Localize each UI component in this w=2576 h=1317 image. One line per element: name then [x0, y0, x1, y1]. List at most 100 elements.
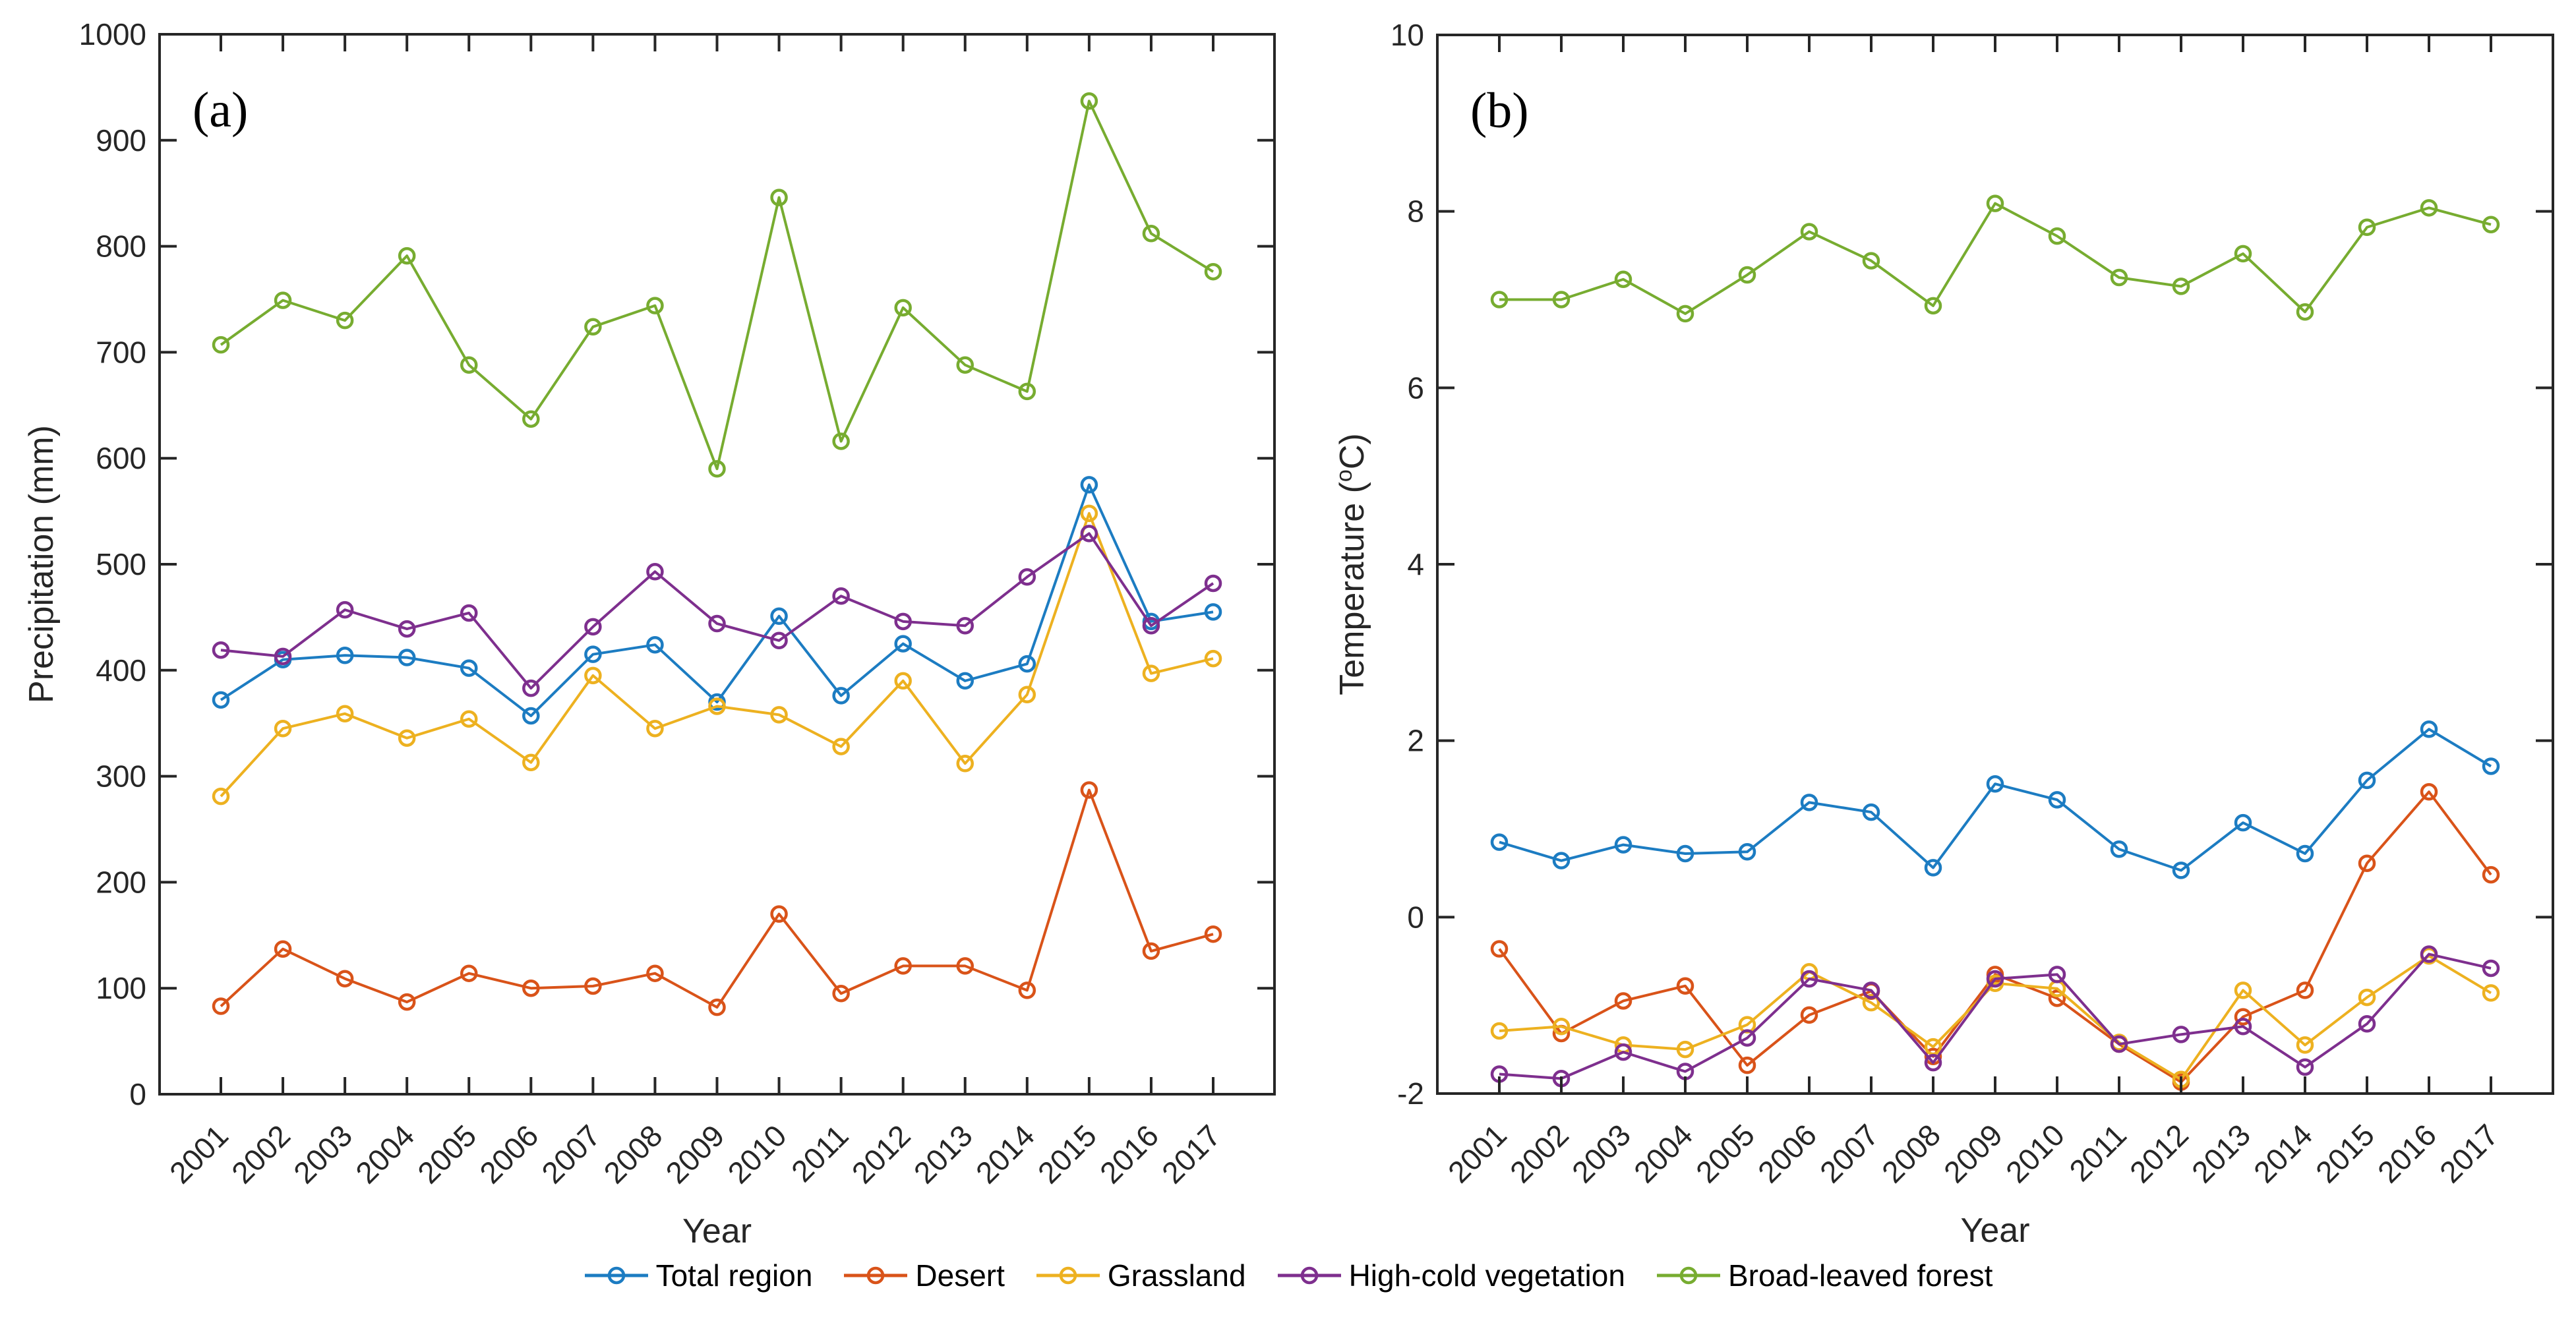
series-high-cold-vegetation-marker — [2482, 959, 2500, 978]
series-desert-line — [220, 788, 1214, 1009]
legend-item-total-region: Total region — [584, 1258, 813, 1293]
x-tick-label: 2005 — [1689, 1117, 1761, 1189]
y-tick-label: 700 — [96, 335, 146, 369]
x-tick-label: 2007 — [1813, 1117, 1885, 1189]
x-tick-label: 2009 — [659, 1118, 731, 1190]
legend-marker — [1059, 1266, 1077, 1285]
series-broad-leaved-forest-marker — [1862, 252, 1880, 270]
series-broad-leaved-forest-marker — [956, 356, 974, 374]
series-desert — [1490, 783, 2500, 1091]
x-tick-label: 2016 — [1093, 1118, 1165, 1190]
y-tick-label: 300 — [96, 759, 146, 794]
series-grassland-marker — [1676, 1040, 1694, 1059]
series-broad-leaved-forest-marker — [1490, 291, 1509, 308]
series-total-region-marker — [770, 607, 788, 626]
legend-label: Broad-leaved forest — [1727, 1258, 1993, 1293]
series-desert-marker — [708, 998, 726, 1016]
y-tick-label: -2 — [1397, 1076, 1424, 1111]
series-broad-leaved-forest-marker — [274, 291, 292, 309]
x-tick-label: 2008 — [1875, 1117, 1947, 1189]
x-tick-label: 2013 — [907, 1118, 979, 1190]
series-high-cold-vegetation-marker — [832, 587, 850, 605]
x-tick-label: 2017 — [2433, 1117, 2505, 1189]
y-tick-label: 800 — [96, 229, 146, 264]
series-grassland-marker — [1204, 649, 1222, 668]
y-tick-label: 100 — [96, 971, 146, 1005]
series-total-region-marker — [2420, 720, 2438, 738]
legend-sample-desert — [844, 1266, 908, 1285]
series-high-cold-vegetation-marker — [1080, 525, 1098, 542]
series-desert-marker — [770, 905, 788, 923]
legend-marker — [1300, 1266, 1318, 1285]
series-high-cold-vegetation-marker — [2420, 945, 2438, 963]
y-tick-label: 10 — [1391, 18, 1424, 52]
series-grassland-marker — [460, 710, 478, 728]
series-desert-marker — [1614, 992, 1632, 1010]
series-grassland-marker — [1142, 664, 1160, 682]
panel-label: (a) — [193, 82, 248, 138]
series-desert-marker — [522, 979, 540, 997]
series-high-cold-vegetation-marker — [460, 604, 478, 622]
series-broad-leaved-forest-line — [1499, 202, 2492, 315]
y-tick-label: 200 — [96, 865, 146, 899]
series-total-region-line — [220, 483, 1214, 717]
series-high-cold-vegetation-marker — [894, 612, 912, 631]
series-grassland-marker — [274, 719, 292, 738]
series-grassland-line — [1499, 954, 2492, 1081]
y-tick-label: 4 — [1407, 547, 1424, 581]
legend-sample-grassland — [1036, 1266, 1100, 1285]
series-total-region-line — [1499, 728, 2492, 872]
x-tick-label: 2015 — [1031, 1118, 1103, 1190]
series-broad-leaved-forest-marker — [1552, 291, 1571, 308]
series-desert-marker — [2482, 865, 2500, 884]
chart-panel--b-: 2001200220032004200520062007200820092010… — [1332, 18, 2554, 1250]
x-tick-label: 2006 — [473, 1118, 545, 1190]
x-tick-label: 2003 — [287, 1118, 359, 1190]
series-grassland-marker — [1080, 504, 1098, 523]
series-total-region-marker — [1738, 843, 1756, 861]
series-grassland-marker — [1552, 1018, 1571, 1036]
series-broad-leaved-forest-marker — [1018, 382, 1036, 401]
series-broad-leaved-forest-marker — [1986, 194, 2004, 212]
series-grassland-marker — [708, 697, 726, 715]
series-broad-leaved-forest-marker — [1142, 225, 1160, 243]
series-high-cold-vegetation-marker — [2048, 966, 2066, 983]
series-high-cold-vegetation-marker — [1142, 617, 1160, 635]
series-high-cold-vegetation-marker — [1986, 970, 2004, 988]
x-tick-label: 2007 — [535, 1118, 607, 1190]
series-high-cold-vegetation-marker — [336, 600, 354, 619]
series-high-cold-vegetation-line — [1499, 952, 2492, 1080]
series-total-region-marker — [460, 659, 478, 677]
series-total-region-marker — [212, 691, 230, 709]
x-tick-label: 2008 — [597, 1118, 669, 1190]
series-total-region-marker — [646, 635, 664, 654]
series-high-cold-vegetation-marker — [522, 679, 540, 697]
legend-item-grassland: Grassland — [1035, 1258, 1246, 1293]
series-broad-leaved-forest-marker — [708, 460, 726, 478]
series-desert — [212, 781, 1222, 1016]
series-total-region-marker — [2048, 791, 2066, 809]
legend-item-high-cold-vegetation: High-cold vegetation — [1276, 1258, 1625, 1293]
y-tick-label: 0 — [129, 1077, 146, 1111]
legend-marker — [1679, 1266, 1698, 1285]
series-total-region-marker — [336, 647, 354, 664]
legend-marker — [867, 1266, 885, 1285]
y-axis-label: Temperature (oC) — [1332, 433, 1371, 695]
series-high-cold-vegetation-marker — [1204, 574, 1222, 593]
series-total-region-marker — [1080, 476, 1098, 494]
legend-sample-broad-leaved-forest — [1656, 1266, 1720, 1285]
x-tick-label: 2017 — [1155, 1118, 1227, 1190]
x-tick-label: 2004 — [1627, 1117, 1699, 1189]
series-broad-leaved-forest-marker — [1738, 266, 1756, 284]
series-desert-marker — [1204, 925, 1222, 943]
legend-label: Total region — [655, 1258, 813, 1293]
y-axis-label: Precipitation (mm) — [22, 425, 61, 703]
series-grassland-marker — [584, 666, 602, 685]
series-broad-leaved-forest-marker — [1800, 223, 1818, 241]
series-high-cold-vegetation-marker — [1800, 970, 1818, 988]
series-broad-leaved-forest-marker — [894, 299, 912, 317]
series-desert-marker — [460, 964, 478, 982]
series-broad-leaved-forest-marker — [2234, 245, 2252, 263]
